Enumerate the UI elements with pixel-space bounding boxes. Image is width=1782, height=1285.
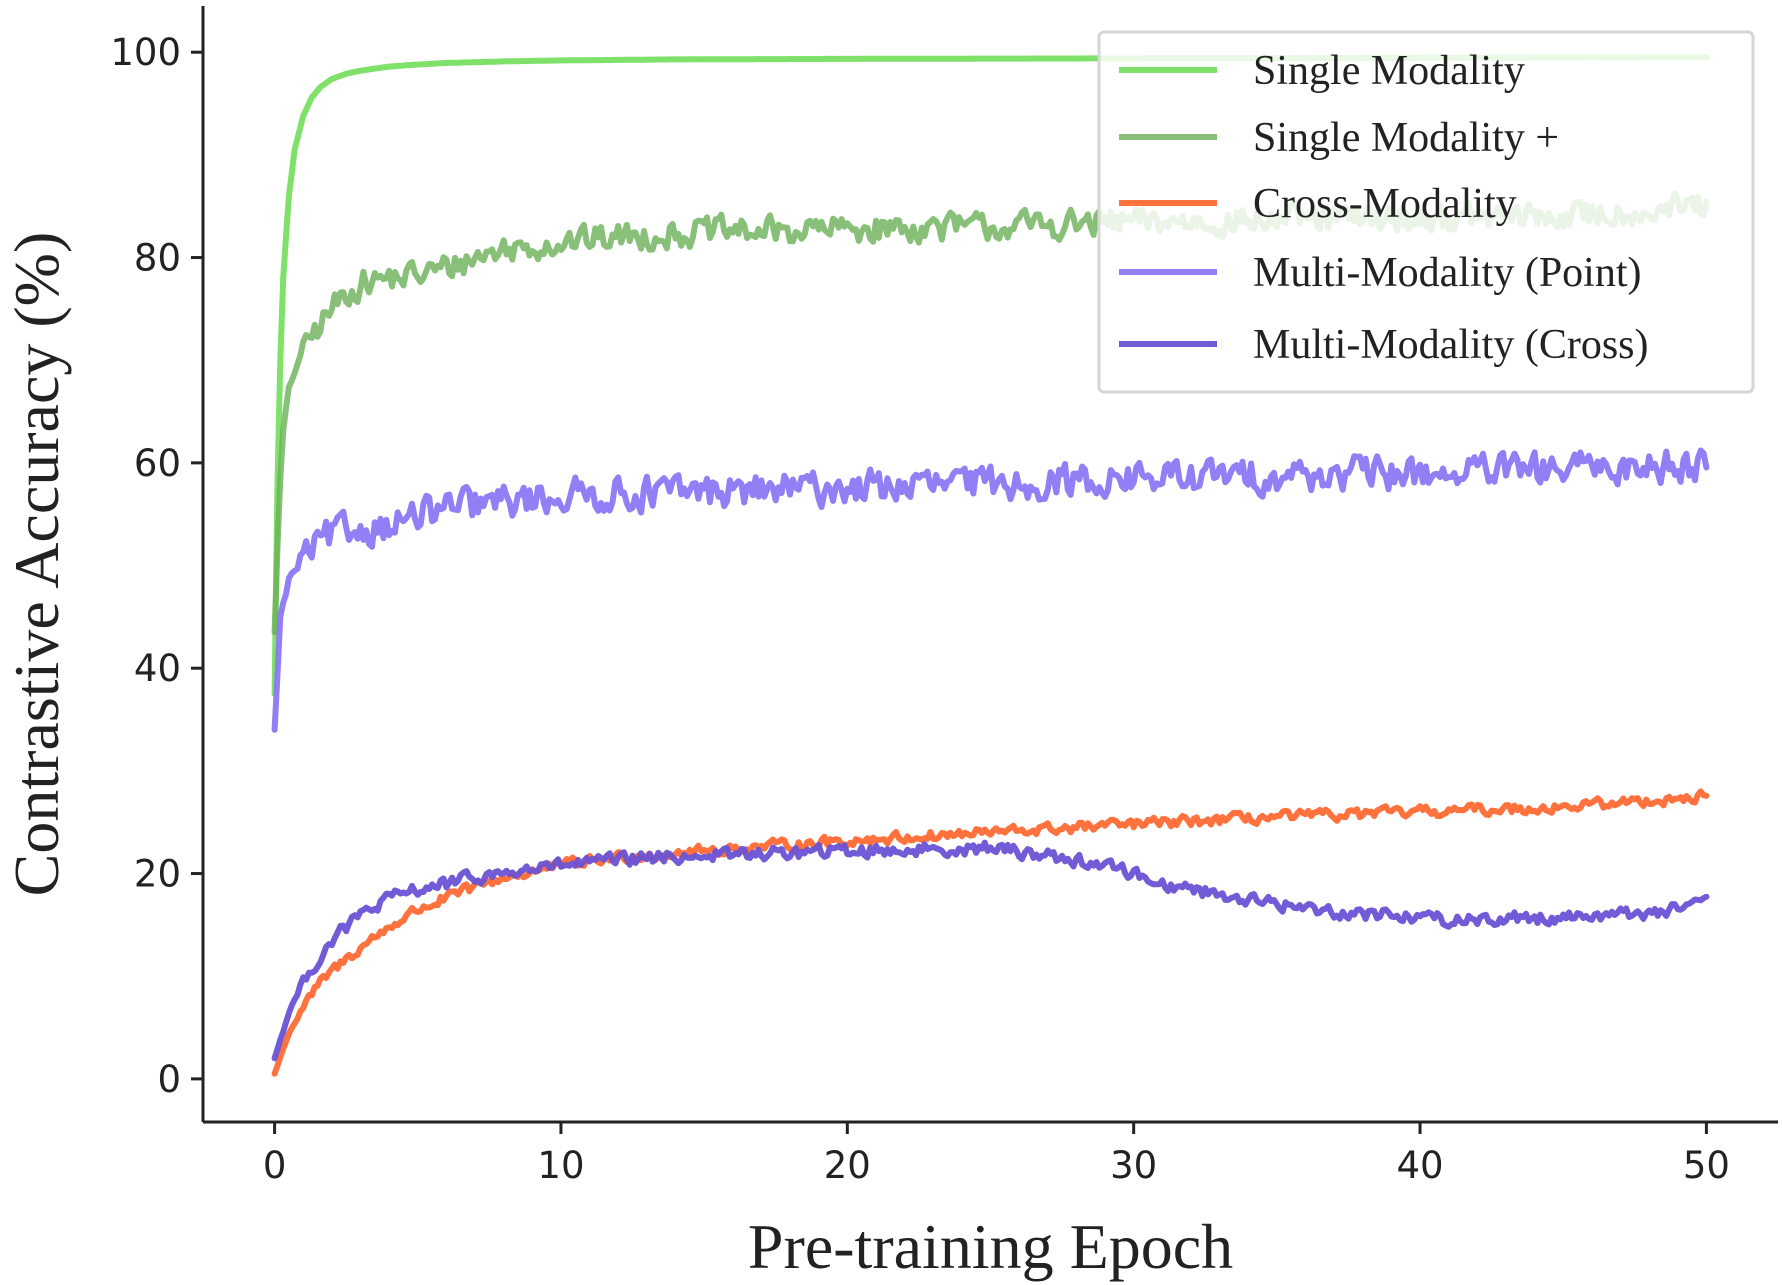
y-tick-label: 60 bbox=[134, 442, 181, 485]
y-tick-label: 100 bbox=[110, 31, 181, 74]
y-tick-label: 20 bbox=[134, 853, 181, 896]
x-tick-label: 0 bbox=[263, 1144, 287, 1187]
legend-label-1: Single Modality + bbox=[1253, 115, 1559, 161]
legend-label-4: Multi-Modality (Cross) bbox=[1253, 322, 1649, 368]
x-tick-label: 30 bbox=[1110, 1144, 1157, 1187]
series-line-4 bbox=[271, 839, 1710, 1062]
legend-label-3: Multi-Modality (Point) bbox=[1253, 250, 1642, 296]
x-axis-title: Pre-training Epoch bbox=[748, 1211, 1233, 1282]
y-tick-label: 80 bbox=[134, 237, 181, 280]
series-line-3 bbox=[271, 447, 1710, 733]
y-tick-label: 40 bbox=[134, 647, 181, 690]
x-tick-label: 50 bbox=[1683, 1144, 1730, 1187]
x-tick-label: 10 bbox=[537, 1144, 584, 1187]
y-tick-label: 0 bbox=[157, 1058, 181, 1101]
x-tick-label: 20 bbox=[824, 1144, 871, 1187]
y-axis-title: Contrastive Accuracy (%) bbox=[1, 232, 72, 897]
series-line-2 bbox=[271, 788, 1710, 1077]
legend-label-2: Cross-Modality bbox=[1253, 181, 1517, 227]
legend-label-0: Single Modality bbox=[1253, 48, 1525, 94]
legend-box bbox=[1097, 30, 1755, 394]
x-tick-label: 40 bbox=[1396, 1144, 1443, 1187]
